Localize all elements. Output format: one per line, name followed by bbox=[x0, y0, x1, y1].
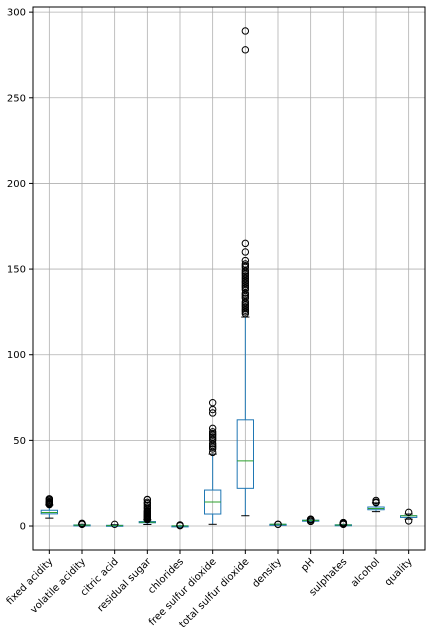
y-tick-label: 300 bbox=[7, 8, 26, 19]
y-tick-label: 150 bbox=[7, 265, 26, 276]
y-tick-label: 0 bbox=[20, 522, 26, 533]
y-tick-label: 250 bbox=[7, 93, 26, 104]
y-tick-label: 50 bbox=[13, 436, 26, 447]
y-tick-label: 100 bbox=[7, 350, 26, 361]
y-tick-label: 200 bbox=[7, 179, 26, 190]
